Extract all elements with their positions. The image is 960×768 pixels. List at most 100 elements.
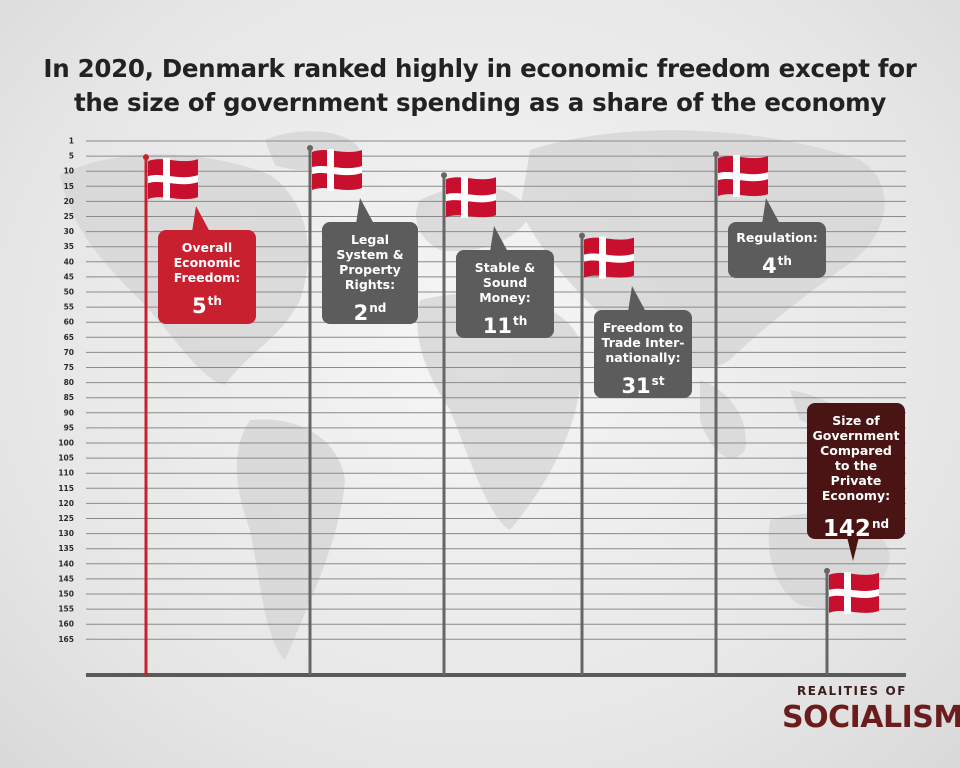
callout-pointer (762, 198, 780, 224)
callout-label-line: System & (336, 247, 404, 262)
y-tick-label: 120 (58, 499, 74, 508)
callout-label-line: Legal (350, 232, 390, 247)
callout-label-line: Private (830, 473, 882, 488)
y-tick-label: 10 (64, 167, 74, 176)
rank-callout: Stable & Sound Money: 11th (456, 226, 554, 339)
rank-number: 11 (482, 314, 512, 338)
callout-label-line: Economy: (821, 488, 891, 503)
rank-value: 5th (158, 288, 256, 319)
callout-label-line: to the (834, 458, 878, 473)
y-tick-label: 1 (69, 137, 74, 146)
pole-finial (307, 145, 313, 152)
rank-suffix: nd (871, 517, 890, 531)
pole-finial (579, 232, 585, 239)
rank-callout: Size of Government Compared to the Private Ec… (807, 403, 905, 561)
callout-label-line: Overall (181, 240, 233, 255)
rank-number: 2 (353, 301, 369, 325)
callout-label-line: Economic (173, 255, 241, 270)
y-tick-label: 110 (58, 469, 74, 478)
rank-value: 11th (456, 308, 554, 339)
callout-label-line: Property (339, 262, 401, 277)
callout-label-line: Regulation: (736, 230, 818, 245)
rank-suffix: th (777, 254, 792, 268)
rank-callout: Overall Economic Freedom: 5th (158, 206, 256, 324)
callout-label-line: Freedom: (173, 270, 241, 285)
y-tick-label: 15 (64, 182, 74, 191)
callout-pointer (192, 206, 210, 232)
y-tick-label: 65 (64, 333, 74, 342)
y-tick-label: 5 (69, 152, 74, 161)
rank-suffix: th (512, 314, 528, 328)
callout-label-line: Government (812, 428, 900, 443)
y-tick-label: 55 (64, 303, 74, 312)
y-tick-label: 165 (58, 635, 74, 644)
callout-label-line: Sound (482, 275, 528, 290)
y-tick-label: 125 (58, 514, 74, 523)
rank-value: 31st (594, 368, 692, 399)
rank-suffix: th (207, 294, 222, 308)
callout-pointer (628, 286, 646, 312)
y-tick-label: 70 (64, 348, 74, 357)
y-tick-label: 135 (58, 544, 74, 553)
callout-label-line: Size of (832, 413, 880, 428)
callout-label-line: Trade Inter- (601, 335, 685, 350)
y-tick-label: 100 (58, 439, 74, 448)
callout-label-line: nationally: (605, 350, 681, 365)
y-tick-label: 160 (58, 620, 74, 629)
rank-suffix: st (651, 374, 665, 388)
y-tick-label: 50 (64, 288, 74, 297)
y-tick-label: 95 (64, 423, 74, 432)
y-tick-label: 140 (58, 559, 74, 568)
callout-label-line: Compared (820, 443, 892, 458)
y-axis-ticks: 1510152025303540455055606570758085909510… (58, 137, 74, 644)
denmark-flag-icon (718, 155, 768, 198)
y-tick-label: 30 (64, 227, 74, 236)
rank-callout: Legal System & Property Rights: 2nd (322, 198, 418, 326)
rank-number: 31 (621, 374, 651, 398)
brand-name: SOCIALISM (782, 700, 960, 735)
rank-number: 4 (762, 254, 777, 278)
denmark-flag-icon (584, 236, 634, 279)
y-tick-label: 25 (64, 212, 74, 221)
y-tick-label: 130 (58, 529, 74, 538)
brand-tagline: REALITIES OF (796, 684, 908, 698)
y-tick-label: 45 (64, 272, 74, 281)
rank-number: 5 (192, 294, 207, 318)
flag-poles (143, 145, 879, 675)
title-line-2: the size of government spending as a sha… (73, 88, 887, 117)
denmark-flag-icon (829, 571, 879, 614)
y-tick-label: 155 (58, 605, 74, 614)
y-tick-label: 80 (64, 378, 74, 387)
pole-finial (143, 154, 149, 161)
rank-value: 4th (728, 248, 826, 279)
y-tick-label: 75 (64, 363, 74, 372)
rank-callout: Freedom to Trade Inter-nationally: 31st (594, 286, 692, 399)
rank-callout: Regulation: 4th (728, 198, 826, 279)
callout-label-line: Rights: (344, 277, 396, 292)
y-tick-label: 40 (64, 257, 74, 266)
denmark-flag-icon (312, 149, 362, 192)
denmark-flag-icon (446, 176, 496, 219)
callout-pointer (490, 226, 508, 252)
title-line-1: In 2020, Denmark ranked highly in econom… (43, 54, 917, 83)
rank-value: 2nd (322, 295, 418, 326)
pole-finial (713, 151, 719, 158)
y-tick-label: 150 (58, 590, 74, 599)
chart-title: In 2020, Denmark ranked highly in econom… (0, 52, 960, 120)
callout-label-line: Freedom to (602, 320, 684, 335)
callout-pointer (356, 198, 374, 224)
pole-finial (441, 172, 447, 179)
denmark-flag-icon (148, 158, 198, 201)
y-tick-label: 90 (64, 408, 74, 417)
y-tick-label: 105 (58, 454, 74, 463)
pole-finial (824, 567, 830, 574)
callout-label-line: Money: (479, 290, 531, 305)
callout-label-line: Stable & (474, 260, 536, 275)
y-tick-label: 85 (64, 393, 74, 402)
y-tick-label: 145 (58, 574, 74, 583)
y-tick-label: 115 (58, 484, 74, 493)
rank-value: 142nd (807, 511, 905, 542)
brand-logo: REALITIES OF SOCIALISM (782, 684, 960, 736)
